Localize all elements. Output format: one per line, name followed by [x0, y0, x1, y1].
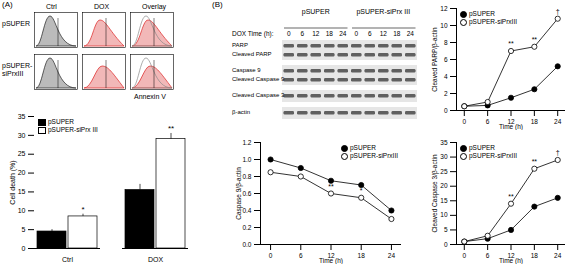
svg-text:1.0: 1.0 — [242, 156, 251, 163]
html-text:18: 18 — [393, 30, 401, 37]
svg-text:24: 24 — [388, 252, 396, 259]
svg-text:0.8: 0.8 — [242, 173, 251, 180]
svg-text:25: 25 — [440, 168, 448, 175]
html-text:6: 6 — [367, 30, 372, 37]
html-text:12: 12 — [379, 30, 387, 37]
svg-text:15: 15 — [18, 188, 26, 195]
svg-text:20: 20 — [18, 169, 26, 176]
html-text:pSUPER: pSUPER — [469, 10, 495, 17]
html-text:Cleaved Caspase 9: Cleaved Caspase 9 — [232, 76, 285, 82]
svg-text:25: 25 — [18, 150, 26, 157]
svg-text:Time (h): Time (h) — [499, 123, 523, 131]
html-text:0: 0 — [354, 30, 359, 37]
svg-text:**: ** — [168, 124, 174, 133]
svg-text:24: 24 — [554, 118, 562, 125]
svg-text:0: 0 — [462, 118, 466, 125]
svg-text:Ctrl: Ctrl — [62, 256, 73, 263]
svg-text:6: 6 — [486, 118, 490, 125]
html-text:Ctrl: Ctrl — [46, 3, 57, 10]
html-text:Caspase 9: Caspase 9 — [232, 67, 261, 73]
svg-text:DOX: DOX — [148, 256, 164, 263]
svg-text:**: ** — [328, 183, 334, 190]
html-text:pSUPER-siPrx III: pSUPER-siPrx III — [48, 126, 98, 134]
svg-text:30: 30 — [440, 153, 448, 160]
svg-text:18: 18 — [531, 252, 539, 259]
html-text:PARP: PARP — [232, 42, 248, 48]
html-text:pSUPER-siPrxIII: pSUPER-siPrxIII — [2, 62, 33, 77]
svg-text:Caspase 9/β-actin: Caspase 9/β-actin — [235, 167, 243, 220]
svg-text:*: * — [81, 205, 84, 214]
svg-text:8: 8 — [444, 39, 448, 46]
html-text:Overlay: Overlay — [142, 3, 167, 10]
svg-text:12: 12 — [440, 5, 448, 12]
html-text:pSUPER: pSUPER — [469, 144, 495, 151]
html-text:pSUPER-siPrxIII: pSUPER-siPrxIII — [469, 18, 517, 26]
html-text:pSUPER: pSUPER — [48, 118, 74, 125]
svg-text:6: 6 — [444, 56, 448, 63]
svg-text:*: * — [360, 187, 363, 194]
svg-text:0: 0 — [462, 252, 466, 259]
svg-text:0: 0 — [444, 241, 448, 248]
svg-text:5: 5 — [22, 226, 26, 233]
svg-text:0.4: 0.4 — [242, 207, 251, 214]
html-text:24: 24 — [406, 30, 414, 37]
svg-text:Time (h): Time (h) — [319, 257, 343, 265]
html-text:0: 0 — [286, 30, 291, 37]
svg-text:Cleaved PARP/β-actin: Cleaved PARP/β-actin — [431, 27, 439, 92]
svg-text:10: 10 — [440, 22, 448, 29]
svg-text:35: 35 — [440, 139, 448, 146]
svg-text:1.2: 1.2 — [242, 139, 251, 146]
svg-text:18: 18 — [358, 252, 366, 259]
svg-text:0.2: 0.2 — [242, 224, 251, 231]
svg-text:0: 0 — [22, 245, 26, 252]
html-text:pSUPER: pSUPER — [350, 144, 376, 151]
html-text:24: 24 — [339, 30, 347, 37]
html-text:Cleaved Caspase 3: Cleaved Caspase 3 — [232, 92, 285, 98]
svg-text:Time (h): Time (h) — [499, 257, 523, 265]
svg-text:30: 30 — [18, 132, 26, 139]
svg-text:Cell death (%): Cell death (%) — [9, 160, 17, 204]
svg-text:10: 10 — [440, 211, 448, 218]
svg-text:†: † — [556, 8, 560, 15]
svg-text:Cleaved Caspase 3/β-actin: Cleaved Caspase 3/β-actin — [431, 154, 439, 233]
html-text:6: 6 — [300, 30, 305, 37]
svg-text:**: ** — [532, 158, 538, 165]
html-text:(B): (B) — [212, 0, 223, 9]
svg-text:0.0: 0.0 — [242, 241, 251, 248]
svg-text:10: 10 — [18, 207, 26, 214]
html-text:pSUPER: pSUPER — [2, 20, 30, 27]
html-text:(A): (A) — [2, 0, 13, 9]
svg-text:15: 15 — [440, 197, 448, 204]
svg-text:24: 24 — [554, 252, 562, 259]
svg-text:18: 18 — [531, 118, 539, 125]
svg-text:4: 4 — [444, 73, 448, 80]
svg-text:6: 6 — [299, 252, 303, 259]
svg-text:0.6: 0.6 — [242, 190, 251, 197]
html-text:pSUPER: pSUPER — [301, 8, 330, 15]
html-text:18: 18 — [325, 30, 333, 37]
svg-text:20: 20 — [440, 182, 448, 189]
svg-text:0: 0 — [269, 252, 273, 259]
svg-text:35: 35 — [18, 113, 26, 120]
html-text:pSUPER-siPrxIII: pSUPER-siPrxIII — [469, 152, 517, 160]
html-text:pSUPER-siPrxIII: pSUPER-siPrxIII — [350, 152, 398, 160]
html-text:Cleaved PARP: Cleaved PARP — [232, 51, 272, 57]
html-text:pSUPER-siPrx III: pSUPER-siPrx III — [356, 8, 411, 15]
html-text:DOX: DOX — [94, 3, 110, 10]
html-text:DOX Time (h):: DOX Time (h): — [232, 30, 274, 37]
svg-text:†: † — [556, 149, 560, 156]
svg-text:5: 5 — [444, 226, 448, 233]
html-text:Annexin V: Annexin V — [134, 93, 166, 100]
svg-text:2: 2 — [444, 90, 448, 97]
html-text:β-actin: β-actin — [232, 109, 251, 115]
html-text:12: 12 — [312, 30, 320, 37]
svg-text:0: 0 — [444, 107, 448, 114]
svg-text:**: ** — [508, 193, 514, 200]
svg-text:**: ** — [532, 36, 538, 43]
svg-text:**: ** — [508, 40, 514, 47]
svg-text:6: 6 — [486, 252, 490, 259]
